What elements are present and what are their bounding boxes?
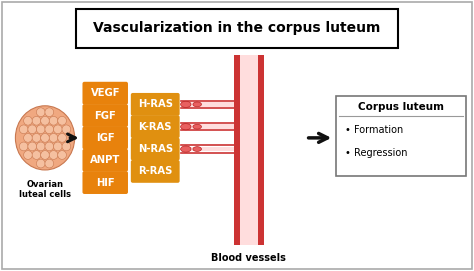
Circle shape [41, 134, 49, 142]
Circle shape [36, 142, 45, 151]
Text: R-RAS: R-RAS [138, 166, 173, 176]
Circle shape [58, 116, 66, 125]
FancyBboxPatch shape [82, 82, 128, 105]
Circle shape [58, 151, 66, 159]
FancyBboxPatch shape [336, 96, 466, 176]
Text: FGF: FGF [94, 111, 116, 121]
Ellipse shape [181, 146, 191, 152]
Circle shape [45, 159, 54, 168]
FancyBboxPatch shape [131, 93, 180, 116]
Text: Ovarian
luteal cells: Ovarian luteal cells [19, 180, 71, 199]
Circle shape [45, 142, 54, 151]
Text: IGF: IGF [96, 133, 115, 143]
Text: N-RAS: N-RAS [137, 144, 173, 154]
Text: Corpus luteum: Corpus luteum [358, 102, 444, 112]
FancyBboxPatch shape [2, 2, 472, 269]
Circle shape [54, 142, 62, 151]
Circle shape [28, 125, 36, 134]
Text: • Regression: • Regression [345, 148, 408, 158]
Circle shape [19, 142, 28, 151]
Text: • Formation: • Formation [345, 125, 403, 135]
Circle shape [49, 134, 58, 142]
Text: K-RAS: K-RAS [138, 122, 172, 132]
Circle shape [45, 125, 54, 134]
Circle shape [19, 125, 28, 134]
FancyBboxPatch shape [82, 127, 128, 149]
Bar [181, 147, 234, 151]
Circle shape [45, 108, 54, 117]
FancyBboxPatch shape [82, 104, 128, 127]
Circle shape [62, 125, 71, 134]
Ellipse shape [181, 101, 191, 107]
Circle shape [36, 108, 45, 117]
Text: ANPT: ANPT [90, 155, 120, 165]
FancyBboxPatch shape [76, 9, 398, 47]
Text: Vascularization in the corpus luteum: Vascularization in the corpus luteum [93, 21, 381, 35]
Ellipse shape [181, 124, 191, 130]
FancyBboxPatch shape [131, 138, 180, 160]
Circle shape [32, 116, 41, 125]
Circle shape [32, 151, 41, 159]
Ellipse shape [193, 124, 201, 129]
Circle shape [36, 125, 45, 134]
Text: Blood vessels: Blood vessels [211, 253, 286, 263]
FancyBboxPatch shape [131, 115, 180, 138]
Circle shape [32, 134, 41, 142]
Circle shape [54, 125, 62, 134]
Circle shape [24, 134, 32, 142]
Circle shape [24, 116, 32, 125]
Circle shape [58, 134, 66, 142]
FancyBboxPatch shape [131, 160, 180, 183]
Bar [181, 124, 234, 129]
Bar [258, 55, 264, 245]
Circle shape [49, 151, 58, 159]
Bar [234, 55, 240, 245]
Circle shape [36, 159, 45, 168]
Ellipse shape [193, 147, 201, 151]
Circle shape [41, 151, 49, 159]
Text: HIF: HIF [96, 178, 115, 188]
Circle shape [62, 142, 71, 151]
Ellipse shape [15, 106, 75, 170]
Bar [240, 55, 258, 245]
Circle shape [24, 151, 32, 159]
Text: VEGF: VEGF [91, 88, 120, 98]
FancyBboxPatch shape [82, 149, 128, 172]
FancyBboxPatch shape [82, 171, 128, 194]
Ellipse shape [193, 102, 201, 107]
Text: H-RAS: H-RAS [138, 99, 173, 109]
Circle shape [49, 116, 58, 125]
Circle shape [41, 116, 49, 125]
Bar [181, 102, 234, 107]
Circle shape [28, 142, 36, 151]
